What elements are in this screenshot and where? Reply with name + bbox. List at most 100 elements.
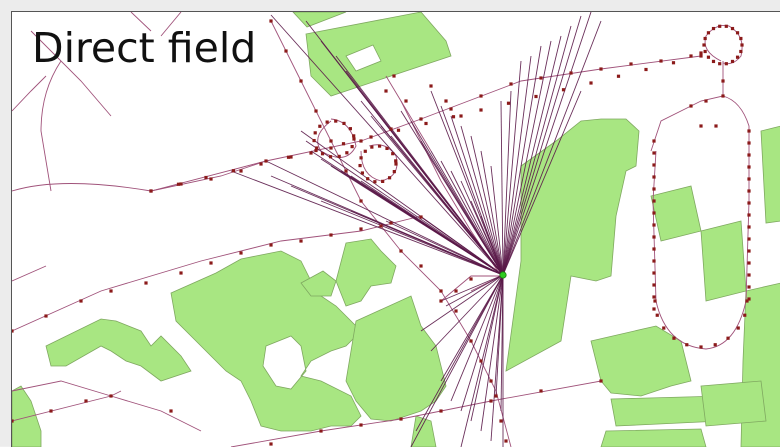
network-node	[652, 211, 656, 215]
network-node	[689, 54, 693, 58]
network-node	[459, 114, 463, 118]
network-node	[499, 419, 503, 423]
network-node	[394, 162, 398, 166]
sight-ray	[470, 200, 504, 276]
network-node	[509, 82, 513, 86]
network-node	[743, 313, 747, 317]
network-node	[342, 121, 346, 126]
network-node	[329, 139, 333, 143]
path-segment	[317, 118, 357, 158]
path-segment	[110, 390, 122, 397]
building-footprint	[410, 415, 437, 447]
network-node	[264, 159, 268, 163]
sight-ray	[500, 100, 504, 276]
network-node	[391, 152, 395, 156]
sight-ray	[420, 140, 504, 276]
network-node	[699, 54, 703, 58]
network-node	[711, 26, 716, 31]
path-segment	[12, 395, 112, 422]
network-node	[109, 289, 113, 293]
network-node	[334, 119, 338, 123]
sight-ray	[415, 274, 504, 432]
network-node	[747, 249, 751, 253]
network-node	[703, 49, 707, 54]
network-node	[652, 295, 656, 299]
network-node	[704, 99, 708, 103]
network-node	[439, 289, 443, 293]
network-node	[506, 101, 511, 105]
network-node	[629, 62, 633, 66]
network-node	[747, 213, 751, 217]
network-node	[735, 31, 740, 35]
rays-layer	[230, 12, 602, 447]
network-node	[699, 345, 703, 349]
network-node	[345, 151, 349, 155]
sight-ray	[502, 60, 522, 276]
network-node	[699, 124, 703, 128]
building-footprint	[300, 270, 337, 297]
network-node	[384, 89, 388, 93]
network-node	[747, 285, 751, 289]
path-segment	[12, 380, 202, 432]
network-node	[469, 339, 473, 343]
sight-ray	[370, 188, 504, 276]
network-node	[404, 99, 408, 103]
network-node	[359, 199, 363, 203]
network-node	[747, 297, 751, 301]
building-footprint	[600, 428, 707, 447]
path-segment	[160, 12, 182, 37]
network-node	[702, 43, 706, 47]
sight-ray	[420, 274, 504, 332]
network-node	[269, 243, 273, 247]
network-node	[747, 177, 751, 181]
building-footprint	[505, 118, 640, 372]
sight-ray	[470, 135, 504, 276]
network-node	[652, 283, 656, 287]
building-footprint	[590, 325, 692, 397]
path-segment	[440, 275, 501, 302]
network-node	[747, 225, 751, 229]
network-node	[424, 121, 428, 126]
origin-point-icon	[499, 271, 507, 279]
sight-ray	[430, 150, 504, 276]
network-node	[239, 251, 243, 255]
sight-ray	[230, 170, 504, 276]
sight-ray	[305, 140, 504, 276]
network-node	[396, 128, 401, 132]
network-node	[429, 84, 433, 88]
network-node	[671, 61, 676, 65]
network-node	[352, 137, 356, 141]
network-node	[204, 175, 208, 180]
network-node	[599, 379, 603, 383]
network-node	[685, 343, 689, 347]
network-node	[711, 59, 716, 64]
network-node	[389, 221, 393, 225]
nodes-layer	[12, 19, 751, 446]
network-node	[747, 237, 751, 241]
network-node	[373, 180, 377, 184]
network-node	[718, 62, 722, 66]
sight-ray	[270, 14, 504, 276]
sight-ray	[502, 45, 542, 276]
network-node	[209, 177, 213, 181]
path-segment	[385, 75, 432, 152]
network-node	[341, 142, 346, 146]
sight-ray	[440, 274, 504, 302]
network-node	[359, 423, 363, 427]
network-node	[439, 409, 443, 413]
network-node	[239, 169, 243, 173]
sight-ray	[460, 274, 504, 412]
network-node	[479, 108, 483, 112]
network-node	[652, 175, 656, 179]
path-segment	[12, 215, 422, 332]
network-node	[494, 394, 498, 398]
network-node	[652, 307, 656, 311]
map-canvas[interactable]: Direct field	[11, 11, 780, 447]
network-node	[419, 117, 423, 121]
network-node	[689, 104, 693, 108]
network-node	[539, 76, 543, 80]
network-node	[726, 336, 730, 340]
network-node	[399, 249, 403, 253]
path-segment	[12, 55, 702, 192]
